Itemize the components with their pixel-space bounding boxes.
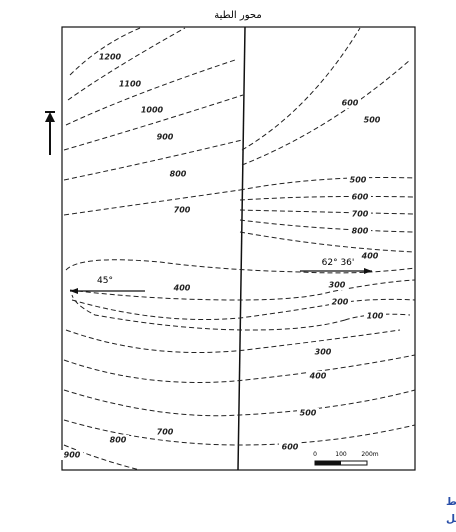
fold-axis <box>237 26 246 471</box>
contour-label: 400 <box>173 284 191 293</box>
label-bg <box>361 115 383 125</box>
label-bg <box>364 311 386 321</box>
contour-label: 800 <box>352 227 369 236</box>
contour-label: 500 <box>300 409 317 418</box>
contour-label: 1000 <box>141 106 164 115</box>
caption: الشكل (12-7): يوضح خريطة كنتورية ممثل عل… <box>446 496 456 508</box>
label-bg <box>279 442 301 452</box>
label-bg <box>349 226 371 236</box>
contour-label: 1200 <box>99 53 122 62</box>
scale-label: 100 <box>335 451 347 458</box>
contour-label: 700 <box>352 210 369 219</box>
contour-label: 1100 <box>119 80 142 89</box>
label-bg <box>312 347 334 357</box>
label-bg <box>167 169 189 179</box>
label-bg <box>171 283 193 293</box>
caption: المضرب لسطح الطبقة المائل <box>446 513 456 525</box>
label-bg <box>141 105 163 115</box>
contour-label: 100 <box>367 312 384 321</box>
scale-label: 200m <box>361 451 378 458</box>
contour-label: 300 <box>315 348 332 357</box>
label-bg <box>347 175 369 185</box>
label-bg <box>349 209 371 219</box>
contour-label: 600 <box>352 193 369 202</box>
contour-label: 600 <box>342 99 359 108</box>
scale-label: 0 <box>313 451 317 458</box>
contour-label: 700 <box>174 206 191 215</box>
contour-label: 800 <box>110 436 127 445</box>
dip-angle: 45° <box>97 276 113 286</box>
label-bg <box>326 280 348 290</box>
contour-label: 900 <box>64 451 81 460</box>
label-bg <box>99 52 121 62</box>
label-bg <box>307 371 329 381</box>
contours <box>63 27 416 471</box>
contour-label: 400 <box>309 372 327 381</box>
contour-label: 500 <box>364 116 381 125</box>
label-bg <box>297 408 319 418</box>
north-arrow <box>45 111 55 155</box>
contour-label: 200 <box>332 298 349 307</box>
label-bg <box>154 132 176 142</box>
label-bg <box>154 427 176 437</box>
dip-arrows <box>70 268 372 294</box>
contour-label: 800 <box>170 170 187 179</box>
scale-bar <box>314 460 368 466</box>
label-bg <box>349 192 371 202</box>
contour-label: 700 <box>157 428 174 437</box>
label-bg <box>359 251 381 261</box>
label-bg <box>61 450 83 460</box>
axis-label: محور الطية <box>214 10 261 21</box>
label-bg <box>107 435 129 445</box>
label-bg <box>119 79 141 89</box>
contour-label: 400 <box>361 252 379 261</box>
contour-label: 500 <box>350 176 367 185</box>
label-bg <box>171 205 193 215</box>
contour-label: 600 <box>282 443 299 452</box>
label-bg <box>339 98 361 108</box>
contour-label: 900 <box>157 133 174 142</box>
contour-label: 300 <box>329 281 346 290</box>
label-bg <box>329 297 351 307</box>
dip-angle: 62° 36' <box>322 258 355 268</box>
